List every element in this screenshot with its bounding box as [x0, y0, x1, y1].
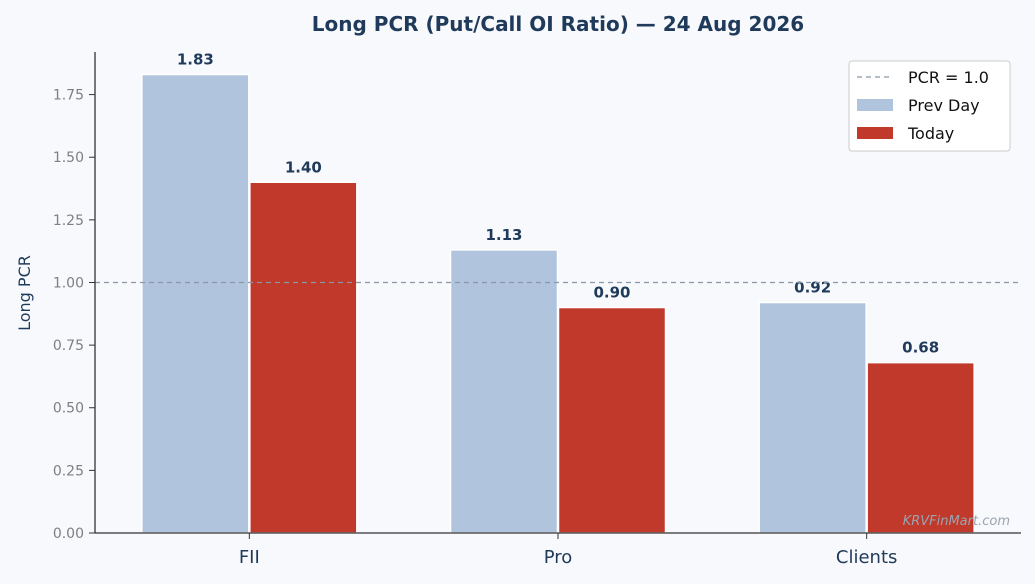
legend-prev-day-swatch: [857, 99, 893, 111]
y-tick-label: 0.00: [53, 526, 84, 542]
data-label: 1.13: [485, 226, 522, 244]
data-label: 1.40: [285, 158, 322, 176]
data-label: 0.92: [794, 279, 831, 297]
y-tick-label: 1.25: [53, 213, 84, 229]
x-tick-label: Pro: [544, 547, 573, 568]
y-tick-label: 1.50: [53, 150, 84, 166]
watermark-text: KRVFinMart.com: [903, 514, 1010, 529]
y-axis-label: Long PCR: [15, 255, 34, 331]
bar-prev-day-pro: [449, 249, 559, 534]
data-label: 0.68: [902, 339, 939, 357]
legend-today-swatch: [857, 127, 893, 139]
bar-prev-day-clients: [758, 301, 867, 534]
plot-area: 0.00 0.25 0.50 0.75 1.00 1.25 1.50 1.75 1.83 1.40…: [53, 51, 1021, 568]
data-label: 1.83: [177, 51, 214, 69]
y-tick-label: 0.50: [53, 401, 84, 417]
x-tick-label: FII: [239, 547, 260, 568]
bar-today-fii: [249, 181, 358, 534]
legend-prev-day-label: Prev Day: [908, 96, 980, 115]
legend: PCR = 1.0 Prev Day Today: [848, 60, 1011, 152]
data-label: 0.90: [593, 284, 630, 302]
bar-today-pro: [557, 306, 667, 534]
y-tick-label: 0.25: [53, 463, 84, 479]
legend-today-label: Today: [907, 124, 954, 143]
legend-reference-label: PCR = 1.0: [908, 68, 989, 87]
bar-prev-day-fii: [141, 73, 250, 534]
chart-title: Long PCR (Put/Call OI Ratio) — 24 Aug 20…: [312, 12, 804, 36]
x-tick-label: Clients: [836, 547, 898, 568]
y-tick-label: 0.75: [53, 338, 84, 354]
y-tick-label: 1.75: [53, 88, 84, 104]
y-tick-label: 1.00: [53, 275, 84, 291]
bar-today-clients: [866, 361, 975, 534]
